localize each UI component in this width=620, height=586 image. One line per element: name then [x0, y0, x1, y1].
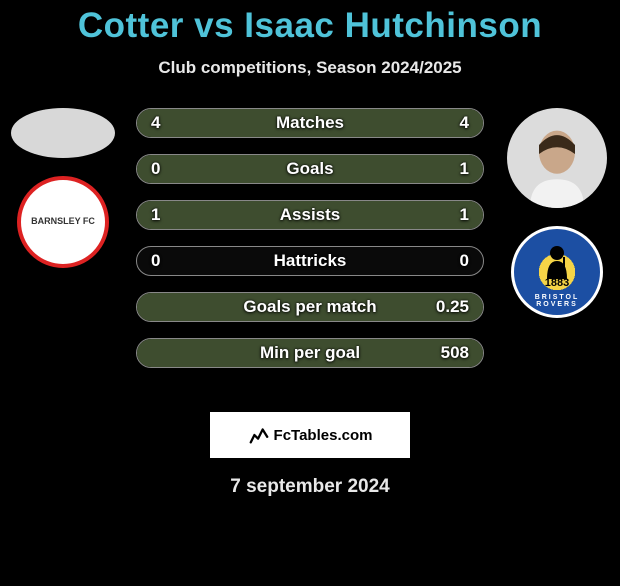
stat-label: Min per goal: [260, 343, 360, 363]
brand-text: FcTables.com: [274, 427, 373, 444]
right-crest-ring: BRISTOL ROVERS: [514, 294, 600, 309]
stat-row: 0 Hattricks 0: [136, 246, 484, 276]
stat-right-value: 1: [460, 205, 469, 225]
stat-left-value: 0: [151, 159, 160, 179]
stat-row: Goals per match 0.25: [136, 292, 484, 322]
stat-right-value: 0: [460, 251, 469, 271]
stat-row: 0 Goals 1: [136, 154, 484, 184]
brand-icon: [248, 424, 270, 446]
left-player-silhouette: [11, 108, 115, 158]
stat-row: Min per goal 508: [136, 338, 484, 368]
date-text: 7 september 2024: [0, 476, 620, 498]
right-player-portrait: [507, 108, 607, 208]
stat-left-value: 4: [151, 113, 160, 133]
stat-right-value: 1: [460, 159, 469, 179]
stat-label: Hattricks: [274, 251, 347, 271]
left-player-column: BARNSLEY FC: [8, 108, 118, 268]
stat-label: Goals: [286, 159, 333, 179]
left-crest-text: BARNSLEY FC: [31, 217, 95, 227]
comparison-panel: BARNSLEY FC 4 Matches 4 0 Goals 1 1 Assists 1 0 Ha…: [0, 108, 620, 388]
portrait-icon: [512, 118, 602, 208]
subtitle-text: Club competitions, Season 2024/2025: [0, 58, 620, 78]
stat-left-value: 0: [151, 251, 160, 271]
brand-badge: FcTables.com: [210, 412, 410, 458]
stat-row: 1 Assists 1: [136, 200, 484, 230]
right-crest-year: 1883: [545, 277, 569, 289]
stat-right-value: 4: [460, 113, 469, 133]
stat-label: Matches: [276, 113, 344, 133]
stat-right-value: 508: [441, 343, 469, 363]
left-club-crest: BARNSLEY FC: [17, 176, 109, 268]
stat-label: Assists: [280, 205, 340, 225]
right-player-column: 1883 BRISTOL ROVERS: [502, 108, 612, 318]
right-club-crest: 1883 BRISTOL ROVERS: [511, 226, 603, 318]
page-title: Cotter vs Isaac Hutchinson: [0, 6, 620, 46]
stat-right-value: 0.25: [436, 297, 469, 317]
stat-bars-container: 4 Matches 4 0 Goals 1 1 Assists 1 0 Hattricks 0 Goal…: [136, 108, 484, 368]
stat-left-value: 1: [151, 205, 160, 225]
stat-row: 4 Matches 4: [136, 108, 484, 138]
stat-label: Goals per match: [243, 297, 376, 317]
pirate-icon: [537, 239, 577, 279]
